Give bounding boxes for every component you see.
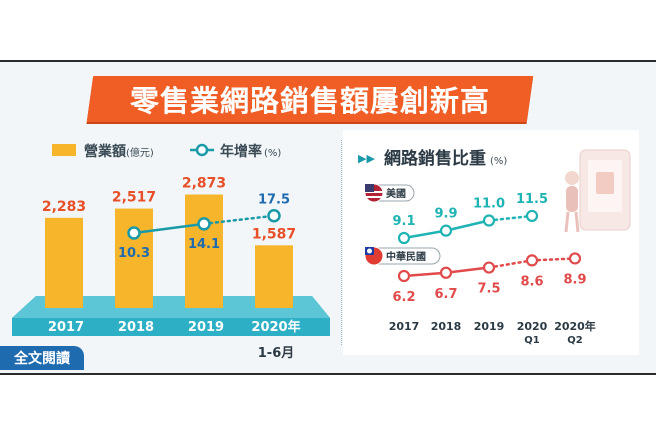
taiwan-point: [482, 261, 496, 274]
right-x-tick-label: 2018: [431, 320, 462, 333]
growth-point: [127, 226, 141, 240]
left-chart-marks: 2,283 2017 2,517 2018 2,873 2019 1,587 2020年 1-6…: [42, 176, 301, 361]
legend-bar-swatch: [52, 144, 76, 156]
right-x-tick-label: 2020: [517, 320, 548, 333]
usa-point: [397, 231, 411, 245]
right-x-tick-label: 2020年: [554, 319, 596, 333]
taiwan-flag-sun: [367, 248, 372, 254]
taiwan-value-label: 7.5: [477, 282, 500, 297]
page-title: 零售業網路銷售額屢創新高: [129, 84, 490, 118]
growth-point: [267, 208, 281, 223]
right-x-tick-label: 2019: [474, 320, 505, 333]
taiwan-value-label: 6.2: [392, 290, 415, 305]
taiwan-series-name: 中華民國: [386, 250, 426, 263]
revenue-bar: [255, 245, 293, 308]
legend-bar-label: 營業額: [84, 143, 126, 160]
usa-value-label: 9.9: [434, 207, 457, 222]
taiwan-line-segment: [402, 271, 448, 278]
taiwan-line-segment: [487, 259, 534, 269]
usa-value-label: 11.0: [473, 197, 505, 212]
growth-point: [197, 217, 211, 231]
x-tick-sublabel: 1-6月: [258, 346, 295, 361]
legend-bar-unit: (億元): [126, 146, 154, 159]
usa-series-name: 美國: [386, 187, 406, 200]
revenue-value-label: 1,587: [252, 226, 296, 242]
legend-line-unit: (%): [264, 148, 281, 159]
taiwan-point: [525, 254, 539, 267]
right-chart-title-unit: (%): [490, 156, 507, 167]
taiwan-value-label: 8.6: [520, 274, 543, 289]
right-x-tick-sublabel: Q1: [524, 335, 540, 346]
usa-point: [525, 209, 539, 223]
growth-line-segment: [202, 214, 276, 226]
taiwan-point: [568, 252, 582, 265]
revenue-value-label: 2,873: [182, 176, 226, 192]
taiwan-point: [439, 266, 453, 279]
panel-divider: [341, 140, 342, 345]
taiwan-line-segment: [530, 257, 577, 262]
shopping-illustration-icon: [564, 149, 631, 233]
revenue-value-label: 2,517: [112, 190, 156, 206]
usa-flag-stripe: [365, 196, 383, 198]
taiwan-point: [397, 269, 411, 283]
bar-platform-top: [12, 296, 330, 318]
growth-value-label: 17.5: [258, 193, 290, 208]
taiwan-line-segment: [444, 266, 491, 274]
growth-line-segment: [132, 222, 206, 235]
usa-value-label: 9.1: [392, 214, 415, 229]
usa-flag-canton: [365, 184, 374, 192]
revenue-bar: [185, 194, 223, 308]
usa-value-label: 11.5: [516, 192, 548, 207]
revenue-bar: [115, 208, 153, 308]
legend-line-label: 年增率: [220, 143, 262, 160]
usa-point: [439, 224, 453, 237]
right-x-tick-label: 2017: [389, 320, 420, 333]
frame-bottom-border: [0, 373, 656, 375]
x-tick-label: 2018: [118, 320, 154, 335]
revenue-bar: [45, 217, 83, 308]
usa-point: [482, 214, 496, 227]
revenue-value-label: 2,283: [42, 199, 86, 215]
usa-line-segment: [444, 219, 491, 232]
taiwan-value-label: 6.7: [434, 287, 457, 302]
taiwan-value-label: 8.9: [563, 272, 586, 287]
right-chart-title: 網路銷售比重: [384, 148, 486, 169]
legend-line-marker: [195, 143, 209, 157]
frame-top-border: [0, 60, 656, 62]
x-tick-label: 2019: [188, 320, 224, 335]
read-more-button[interactable]: 全文閱讀: [0, 346, 84, 370]
x-tick-label: 2020年: [251, 319, 300, 335]
usa-line-segment: [487, 214, 534, 222]
growth-value-label: 10.3: [118, 246, 150, 261]
x-tick-label: 2017: [48, 320, 84, 335]
usa-line-segment: [402, 229, 448, 240]
right-title-arrows-icon: ▶▶: [358, 152, 375, 165]
growth-value-label: 14.1: [188, 237, 220, 252]
right-x-tick-sublabel: Q2: [567, 335, 583, 346]
